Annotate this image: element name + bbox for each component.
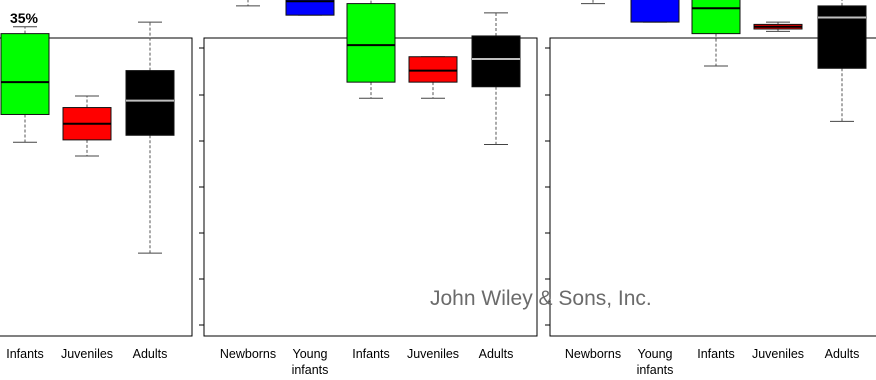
category-label: Juveniles bbox=[407, 347, 459, 361]
box-juveniles bbox=[753, 21, 803, 32]
category-label: Infants bbox=[697, 347, 735, 361]
box-infants bbox=[691, 0, 741, 67]
category-label-line: infants bbox=[292, 363, 329, 377]
category-label: Infants bbox=[6, 347, 44, 361]
box-adults bbox=[125, 21, 175, 254]
box-adults bbox=[817, 0, 867, 122]
iqr-box bbox=[285, 0, 335, 16]
panel-1: 35% Infants Juveniles Adults bbox=[0, 10, 193, 361]
box-adults bbox=[471, 12, 521, 146]
iqr-box bbox=[691, 0, 741, 35]
box-infants bbox=[0, 26, 50, 143]
plot-frame bbox=[0, 37, 193, 337]
panel-3: 65%NewbornsYounginfantsInfantsJuvenilesA… bbox=[545, 0, 876, 377]
category-label: Juveniles bbox=[752, 347, 804, 361]
category-label: Adults bbox=[479, 347, 514, 361]
iqr-box bbox=[408, 56, 458, 83]
iqr-box bbox=[0, 33, 50, 115]
category-label: Newborns bbox=[220, 347, 276, 361]
box-infants bbox=[346, 0, 396, 99]
iqr-box bbox=[817, 5, 867, 69]
panel-2: 50%NewbornsYounginfantsInfantsJuvenilesA… bbox=[199, 0, 538, 377]
panel-title: 35% bbox=[10, 10, 39, 26]
category-label: Young infants bbox=[292, 347, 329, 377]
category-label: Newborns bbox=[565, 347, 621, 361]
watermark-text: John Wiley & Sons, Inc. bbox=[430, 287, 652, 310]
box-young-infants bbox=[285, 0, 335, 16]
iqr-box bbox=[630, 0, 680, 23]
category-label: Adults bbox=[133, 347, 168, 361]
box-newborns bbox=[581, 0, 605, 5]
box-newborns bbox=[236, 0, 260, 7]
iqr-box bbox=[346, 3, 396, 83]
box-juveniles bbox=[408, 56, 458, 99]
box-juveniles bbox=[62, 95, 112, 157]
category-label-line: Young bbox=[293, 347, 328, 361]
iqr-box bbox=[471, 35, 521, 88]
category-label-line: infants bbox=[637, 363, 674, 377]
category-label: Adults bbox=[825, 347, 860, 361]
box-young-infants bbox=[630, 0, 680, 23]
category-label: Infants bbox=[352, 347, 390, 361]
category-label-line: Young bbox=[638, 347, 673, 361]
iqr-box bbox=[125, 70, 175, 136]
category-label: Juveniles bbox=[61, 347, 113, 361]
category-label: Young infants bbox=[637, 347, 674, 377]
